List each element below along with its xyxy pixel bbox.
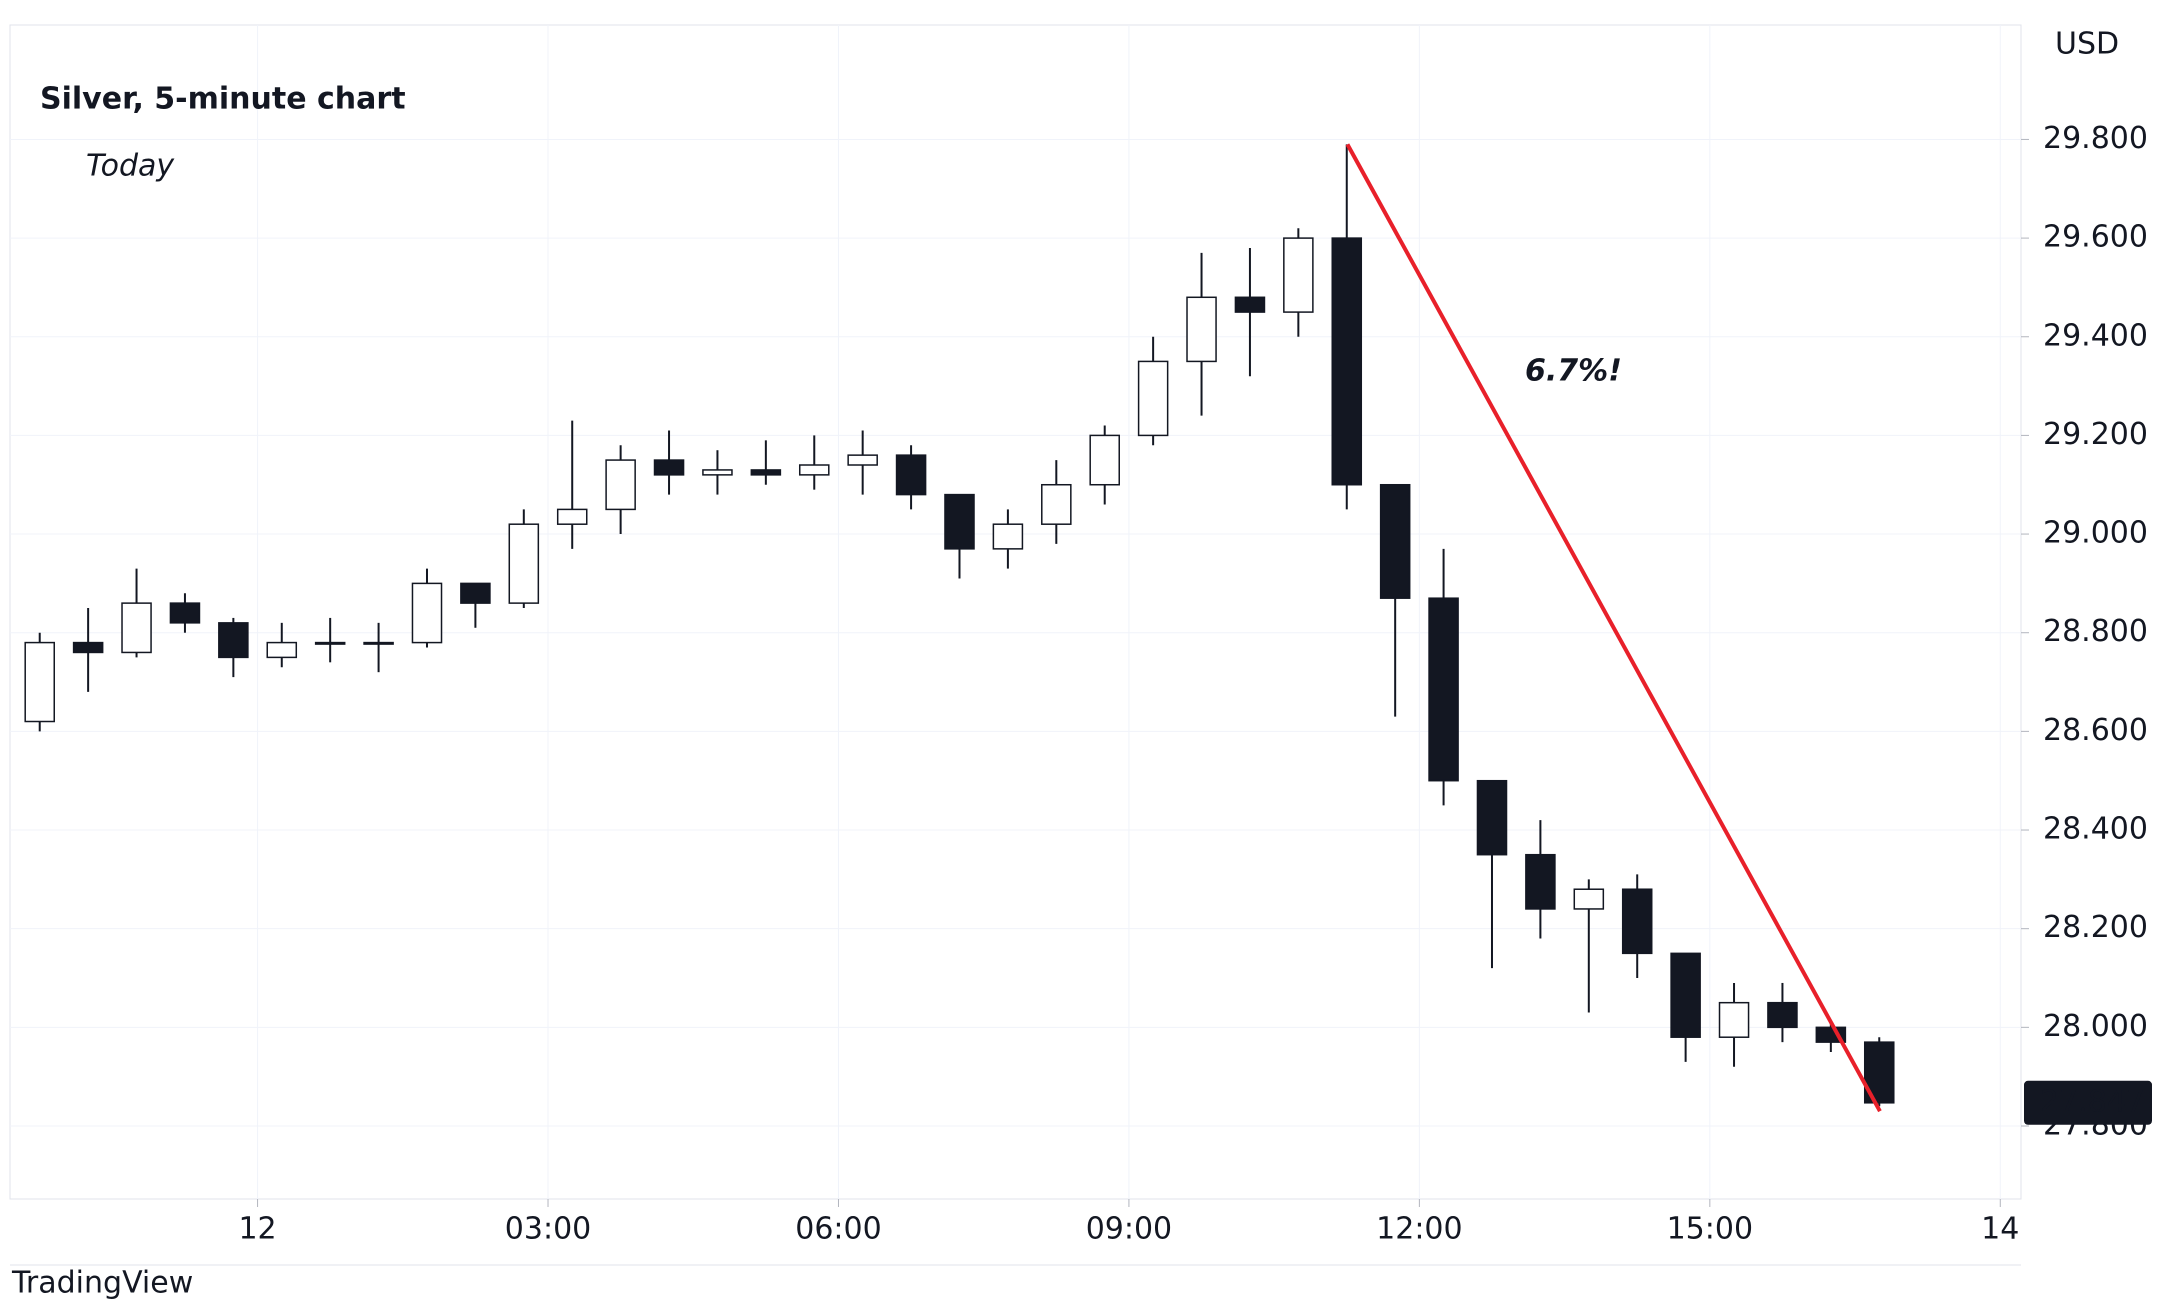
candle-body xyxy=(411,582,443,644)
candle-body xyxy=(1234,296,1266,313)
candle-body xyxy=(847,454,878,466)
candle-body xyxy=(1476,779,1508,856)
watermark: TradingView xyxy=(11,1266,193,1299)
candle-body xyxy=(121,602,152,654)
candle-body xyxy=(314,641,346,645)
candle-body xyxy=(460,582,491,604)
candle-body xyxy=(1186,296,1217,363)
candle-body xyxy=(363,641,394,645)
candle-body xyxy=(895,454,927,496)
candle-body xyxy=(1767,1001,1798,1029)
last-price-box xyxy=(2024,1080,2152,1125)
candle-body xyxy=(992,523,1024,550)
candle-body xyxy=(1428,597,1459,782)
chart-title: Silver, 5-minute chart xyxy=(40,82,406,117)
y-tick-label: 28.400 xyxy=(2043,812,2148,847)
x-tick-label: 09:00 xyxy=(1086,1212,1172,1247)
candle-body xyxy=(1041,483,1072,525)
candle-body xyxy=(24,641,55,723)
candle-body xyxy=(169,602,201,624)
y-tick-label: 29.600 xyxy=(2043,220,2148,255)
candle-body xyxy=(653,459,685,476)
candle-body xyxy=(72,641,104,654)
y-tick-label: 28.800 xyxy=(2043,614,2148,649)
candle-body xyxy=(1718,1001,1750,1038)
currency-label: USD xyxy=(2055,27,2119,62)
candle-body xyxy=(1283,237,1314,313)
candle-body xyxy=(1331,237,1363,486)
y-tick-label: 28.200 xyxy=(2043,910,2148,945)
x-tick-label: 06:00 xyxy=(795,1212,881,1247)
chart-subtitle: Today xyxy=(86,149,175,184)
candle-body xyxy=(1379,483,1411,599)
last-price-label: 27.847 xyxy=(2040,1084,2145,1119)
y-tick-label: 29.800 xyxy=(2043,121,2148,156)
y-tick-label: 28.000 xyxy=(2043,1009,2148,1044)
candle-body xyxy=(1089,434,1120,486)
y-tick-label: 28.600 xyxy=(2043,713,2148,748)
candle-body xyxy=(1137,360,1169,437)
candle-body xyxy=(944,493,975,550)
candle-body xyxy=(218,622,249,659)
candle-body xyxy=(702,469,733,476)
candle-body xyxy=(1670,952,1701,1038)
candle-body xyxy=(1525,853,1556,910)
candle-body xyxy=(605,459,636,511)
candle-body xyxy=(750,469,782,476)
trend-line xyxy=(1345,143,1882,1113)
x-tick-label: 12:00 xyxy=(1376,1212,1462,1247)
candle-body xyxy=(798,464,830,476)
candle-body xyxy=(556,508,588,525)
candle-body xyxy=(1621,888,1653,955)
y-tick-label: 29.200 xyxy=(2043,417,2148,452)
candle-body xyxy=(266,641,298,659)
x-tick-label: 03:00 xyxy=(505,1212,591,1247)
x-tick-label: 14 xyxy=(1981,1212,2019,1247)
x-tick-label: 12 xyxy=(238,1212,276,1247)
y-tick-label: 29.000 xyxy=(2043,516,2148,551)
x-tick-label: 15:00 xyxy=(1667,1212,1753,1247)
y-tick-label: 29.400 xyxy=(2043,318,2148,353)
annotation: 6.7%! xyxy=(1525,354,1622,389)
candle-body xyxy=(508,523,540,604)
candle-body xyxy=(1573,888,1605,910)
